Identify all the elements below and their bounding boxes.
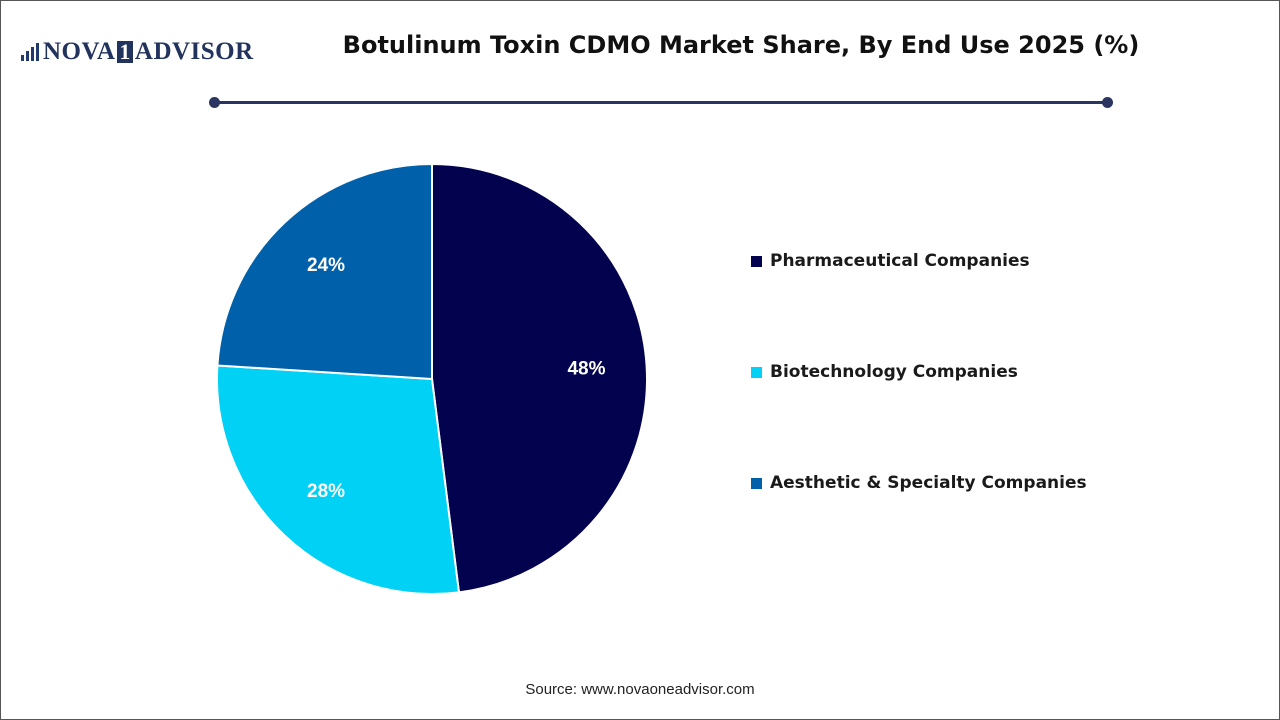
divider-left-dot	[209, 97, 220, 108]
legend-label-2: Aesthetic & Specialty Companies	[770, 473, 1087, 493]
pie-slice-0	[431, 162, 648, 594]
source-note: Source: www.novaoneadvisor.com	[525, 681, 755, 698]
divider-right-dot	[1102, 97, 1113, 108]
legend-item-2: Aesthetic & Specialty Companies	[751, 473, 1087, 493]
nova-advisor-logo: NOVA 1 ADVISOR	[21, 35, 254, 69]
legend-item-0: Pharmaceutical Companies	[751, 251, 1030, 271]
pie-data-label-2: 24%	[307, 255, 345, 276]
pie-slice-2	[216, 162, 433, 381]
legend-swatch-0	[751, 255, 762, 267]
logo-wordmark: NOVA 1 ADVISOR	[43, 38, 254, 65]
logo-bars-icon	[21, 43, 39, 61]
title-divider	[215, 101, 1107, 104]
legend-swatch-1	[751, 366, 762, 378]
pie-slice-1	[216, 364, 461, 595]
legend-label-1: Biotechnology Companies	[770, 362, 1018, 382]
pie-data-label-1: 28%	[307, 481, 345, 502]
legend-swatch-2	[751, 477, 762, 489]
legend-item-1: Biotechnology Companies	[751, 362, 1018, 382]
legend-label-0: Pharmaceutical Companies	[770, 251, 1030, 271]
chart-title: Botulinum Toxin CDMO Market Share, By En…	[342, 31, 1140, 59]
pie-data-label-0: 48%	[567, 358, 605, 379]
